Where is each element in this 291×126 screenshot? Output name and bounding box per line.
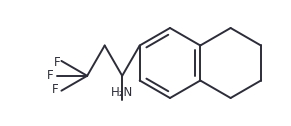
Text: F: F bbox=[52, 83, 59, 96]
Text: H₂N: H₂N bbox=[111, 86, 133, 99]
Text: F: F bbox=[47, 69, 54, 82]
Text: F: F bbox=[54, 56, 61, 69]
